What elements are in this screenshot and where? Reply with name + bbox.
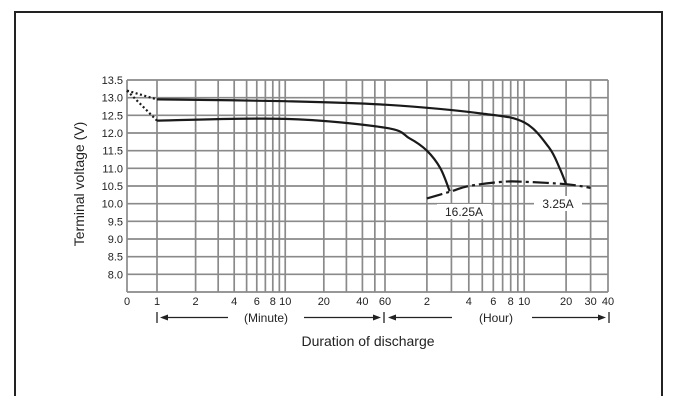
x-tick-label-hour: 10 bbox=[518, 296, 530, 308]
y-tick-label: 11.0 bbox=[102, 163, 123, 175]
x-axis-label: Duration of discharge bbox=[301, 333, 434, 349]
series-line-16-25a bbox=[156, 117, 451, 192]
minute-range-indicator: (Minute) bbox=[156, 311, 385, 325]
x-tick-label-hour: 30 bbox=[584, 296, 596, 308]
series-label-3-25a: 3.25A bbox=[542, 197, 573, 211]
y-tick-label: 13.0 bbox=[102, 93, 123, 105]
curves bbox=[126, 89, 591, 200]
series-label-16-25a: 16.25A bbox=[445, 205, 483, 219]
minute-range-label: (Minute) bbox=[244, 311, 288, 325]
series-line-start-dotted bbox=[126, 89, 158, 101]
x-tick-label-minute: 20 bbox=[318, 296, 330, 308]
x-tick-label-hour: 40 bbox=[602, 296, 614, 308]
x-tick-label-hour: 8 bbox=[508, 296, 514, 308]
y-tick-label: 10.0 bbox=[102, 199, 123, 211]
y-tick-label: 11.5 bbox=[102, 146, 123, 158]
y-tick-label: 12.0 bbox=[102, 128, 123, 140]
y-tick-label: 13.5 bbox=[102, 75, 123, 87]
label-3a-bg bbox=[534, 196, 582, 211]
y-tick-label: 9.0 bbox=[108, 234, 123, 246]
y-axis-label: Terminal voltage (V) bbox=[71, 122, 87, 247]
x-tick-label-minute: 8 bbox=[270, 296, 276, 308]
series-line-3-25a bbox=[156, 98, 568, 185]
x-tick-labels: 0 1 2 4 6 8 10 20 40 60 2 4 6 8 10 20 30 40 bbox=[124, 296, 614, 308]
x-tick-label-minute: 4 bbox=[231, 296, 237, 308]
hour-range-indicator: (Hour) bbox=[388, 311, 610, 325]
x-tick-label-hour: 20 bbox=[560, 296, 572, 308]
y-tick-label: 12.5 bbox=[102, 110, 123, 122]
x-tick-label-minute: 6 bbox=[254, 296, 260, 308]
x-tick-label-minute: 0 bbox=[124, 296, 130, 308]
y-tick-label: 8.0 bbox=[108, 269, 123, 281]
x-tick-label-minute: 2 bbox=[193, 296, 199, 308]
gridlines bbox=[126, 79, 609, 293]
x-tick-label-hour: 2 bbox=[424, 296, 430, 308]
x-tick-label-minute: 10 bbox=[279, 296, 291, 308]
y-tick-labels: 13.5 13.0 12.5 12.0 11.5 11.0 10.5 10.0 9.5 9.0 8.… bbox=[102, 75, 123, 281]
x-tick-label-minute: 60 bbox=[379, 296, 391, 308]
label-16a-bg bbox=[437, 204, 491, 219]
y-tick-label: 8.5 bbox=[108, 252, 123, 264]
chart-frame bbox=[14, 11, 663, 396]
x-tick-label-hour: 6 bbox=[490, 296, 496, 308]
x-tick-label-minute: 1 bbox=[154, 296, 160, 308]
x-tick-label-hour: 4 bbox=[466, 296, 472, 308]
y-tick-label: 10.5 bbox=[102, 181, 123, 193]
cutoff-voltage-curve bbox=[426, 180, 591, 200]
x-tick-label-minute: 40 bbox=[356, 296, 368, 308]
y-tick-label: 9.5 bbox=[108, 216, 123, 228]
hour-range-label: (Hour) bbox=[479, 311, 513, 325]
